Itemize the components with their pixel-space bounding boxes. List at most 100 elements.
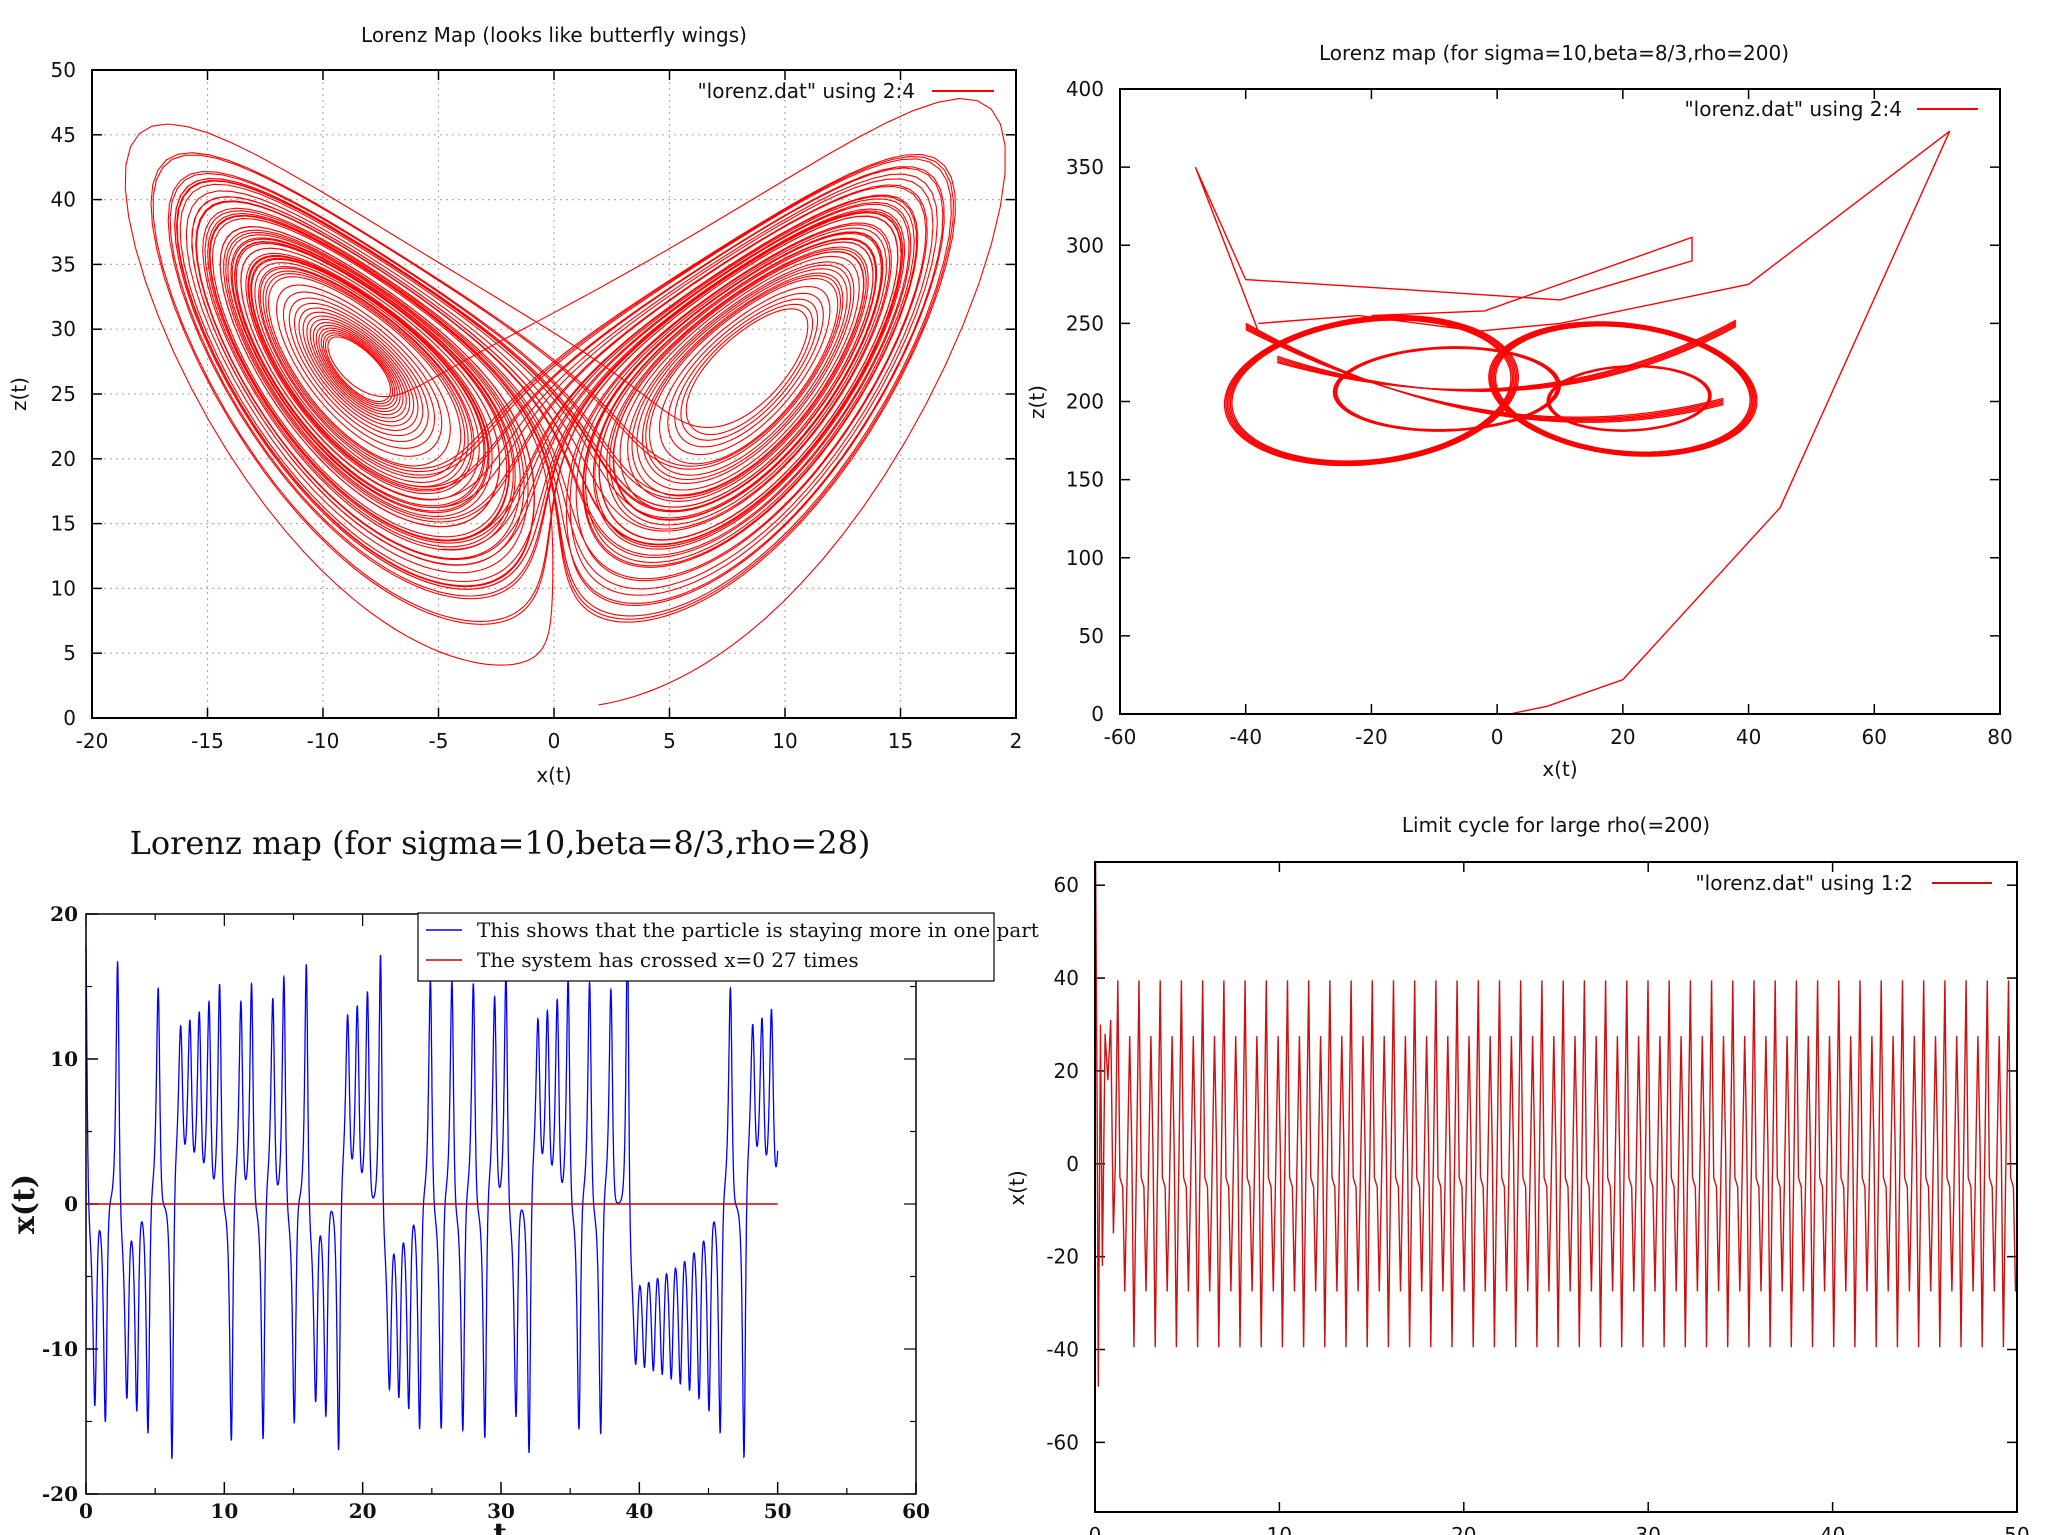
x-tick-label: 60 (902, 1499, 930, 1523)
limit-cycle-loop (1225, 315, 1518, 466)
legend-label-red: The system has crossed x=0 27 times (477, 948, 859, 972)
x-tick-label: -20 (76, 729, 109, 753)
transient-line (1194, 166, 1693, 332)
y-tick-label: 10 (51, 576, 76, 600)
axis-ticks: 0 10 20 30 40 50 60 -20 -10 0 10 20 (42, 902, 930, 1523)
limit-cycle-arc (1245, 325, 1724, 421)
legend-label: "lorenz.dat" using 2:4 (1684, 97, 1902, 121)
limit-cycle-arc (1276, 325, 1737, 392)
y-tick-label: 400 (1066, 77, 1104, 101)
x-tick-label: 2 (1010, 729, 1023, 753)
x-tick-label: 0 (79, 1499, 93, 1523)
y-tick-label: 20 (50, 902, 78, 926)
x-tick-label: 40 (625, 1499, 653, 1523)
legend-label-blue: This shows that the particle is staying … (477, 918, 1039, 942)
y-axis-label: z(t) (1025, 385, 1049, 419)
x-tick-label: 20 (349, 1499, 377, 1523)
data-series (1194, 130, 1951, 715)
x-tick-label: -40 (1229, 725, 1262, 749)
y-tick-label: 0 (63, 706, 76, 730)
y-axis-label: x(t) (1005, 1170, 1029, 1205)
x-tick-label: 60 (1862, 725, 1887, 749)
y-tick-label: 15 (51, 512, 76, 536)
limit-cycle-loop (1231, 319, 1512, 462)
x-tick-label: 15 (888, 729, 913, 753)
plot-border (1094, 861, 2018, 1513)
y-tick-label: 0 (64, 1192, 78, 1216)
x-axis-label: x(t) (536, 763, 571, 787)
limit-cycle-loop (1226, 316, 1517, 465)
plot-border (1119, 88, 2001, 715)
y-tick-label: 50 (1079, 624, 1104, 648)
y-tick-label: -40 (1046, 1338, 1079, 1362)
limit-cycle-arc (1245, 329, 1724, 418)
x-tick-label: 30 (1635, 1523, 1660, 1535)
data-series (1094, 861, 2017, 1387)
x-tick-label: -15 (191, 729, 224, 753)
axis-ticks: -60 -40 -20 0 20 40 60 80 0 50 100 150 200 250 300 350 4… (1066, 77, 2013, 749)
data-series (124, 98, 1006, 706)
x-tick-label: 50 (2004, 1523, 2029, 1535)
limit-cycle-arc (1245, 324, 1724, 422)
y-tick-label: 25 (51, 382, 76, 406)
y-tick-label: 150 (1066, 468, 1104, 492)
x-tick-label: 20 (1610, 725, 1635, 749)
y-tick-label: -10 (42, 1337, 78, 1361)
y-axis-label: z(t) (7, 377, 31, 411)
chart-title: Lorenz map (for sigma=10,beta=8/3,rho=20… (1319, 41, 1789, 65)
chart-x-of-t-rho28: Lorenz map (for sigma=10,beta=8/3,rho=28… (7, 824, 1039, 1535)
y-tick-label: 50 (51, 58, 76, 82)
y-tick-label: 250 (1066, 311, 1104, 335)
y-tick-label: 0 (1066, 1152, 1079, 1176)
y-tick-label: 10 (50, 1047, 78, 1071)
y-tick-label: -20 (1046, 1245, 1079, 1269)
y-tick-label: 45 (51, 123, 76, 147)
x-tick-label: 10 (210, 1499, 238, 1523)
chart-title: Lorenz Map (looks like butterfly wings) (361, 23, 747, 47)
x-series-line (1094, 861, 2017, 1387)
transient-line (1258, 130, 1951, 715)
y-tick-label: -60 (1046, 1430, 1079, 1454)
x-tick-label: 30 (487, 1499, 515, 1523)
x-tick-label: -20 (1355, 725, 1388, 749)
y-tick-label: 300 (1066, 233, 1104, 257)
x-tick-label: 0 (1491, 725, 1504, 749)
limit-cycle-arc (1245, 327, 1724, 420)
x-tick-label: 5 (663, 729, 676, 753)
y-tick-label: 35 (51, 252, 76, 276)
x-tick-label: 0 (1089, 1523, 1102, 1535)
limit-cycle-loop (1229, 318, 1514, 463)
y-tick-label: 0 (1091, 702, 1104, 726)
limit-cycle-arc (1276, 324, 1737, 392)
x-tick-label: 20 (1451, 1523, 1476, 1535)
limit-cycle-arc (1276, 321, 1737, 391)
chart-butterfly: Lorenz Map (looks like butterfly wings) … (7, 23, 1022, 787)
y-tick-label: 20 (51, 447, 76, 471)
limit-cycle-loop (1336, 347, 1558, 431)
y-tick-label: 40 (1054, 966, 1079, 990)
x-series-line (85, 935, 779, 1460)
chart-rho200-phase: Lorenz map (for sigma=10,beta=8/3,rho=20… (1025, 41, 2013, 781)
limit-cycle-loop (1548, 366, 1710, 431)
x-tick-label: 10 (1267, 1523, 1292, 1535)
limit-cycle-loop (1228, 317, 1515, 464)
x-tick-label: -60 (1104, 725, 1137, 749)
y-tick-label: 5 (63, 641, 76, 665)
legend-box (417, 912, 995, 982)
chart-title: Lorenz map (for sigma=10,beta=8/3,rho=28… (130, 824, 871, 862)
x-tick-label: -10 (307, 729, 340, 753)
x-axis-label: x(t) (1542, 757, 1577, 781)
x-tick-label: 0 (548, 729, 561, 753)
plot-border (91, 69, 1017, 719)
limit-cycle-arc (1276, 322, 1737, 391)
axis-ticks: 0 10 20 30 40 50 -60 -40 -20 0 20 40 60 (1046, 862, 2030, 1535)
x-tick-label: 40 (1736, 725, 1761, 749)
y-tick-label: 30 (51, 317, 76, 341)
x-tick-label: 40 (1820, 1523, 1845, 1535)
x-tick-label: 10 (772, 729, 797, 753)
limit-cycle-arc (1245, 322, 1724, 423)
x-axis-label: t (493, 1517, 507, 1535)
limit-cycle-loop (1223, 314, 1519, 467)
